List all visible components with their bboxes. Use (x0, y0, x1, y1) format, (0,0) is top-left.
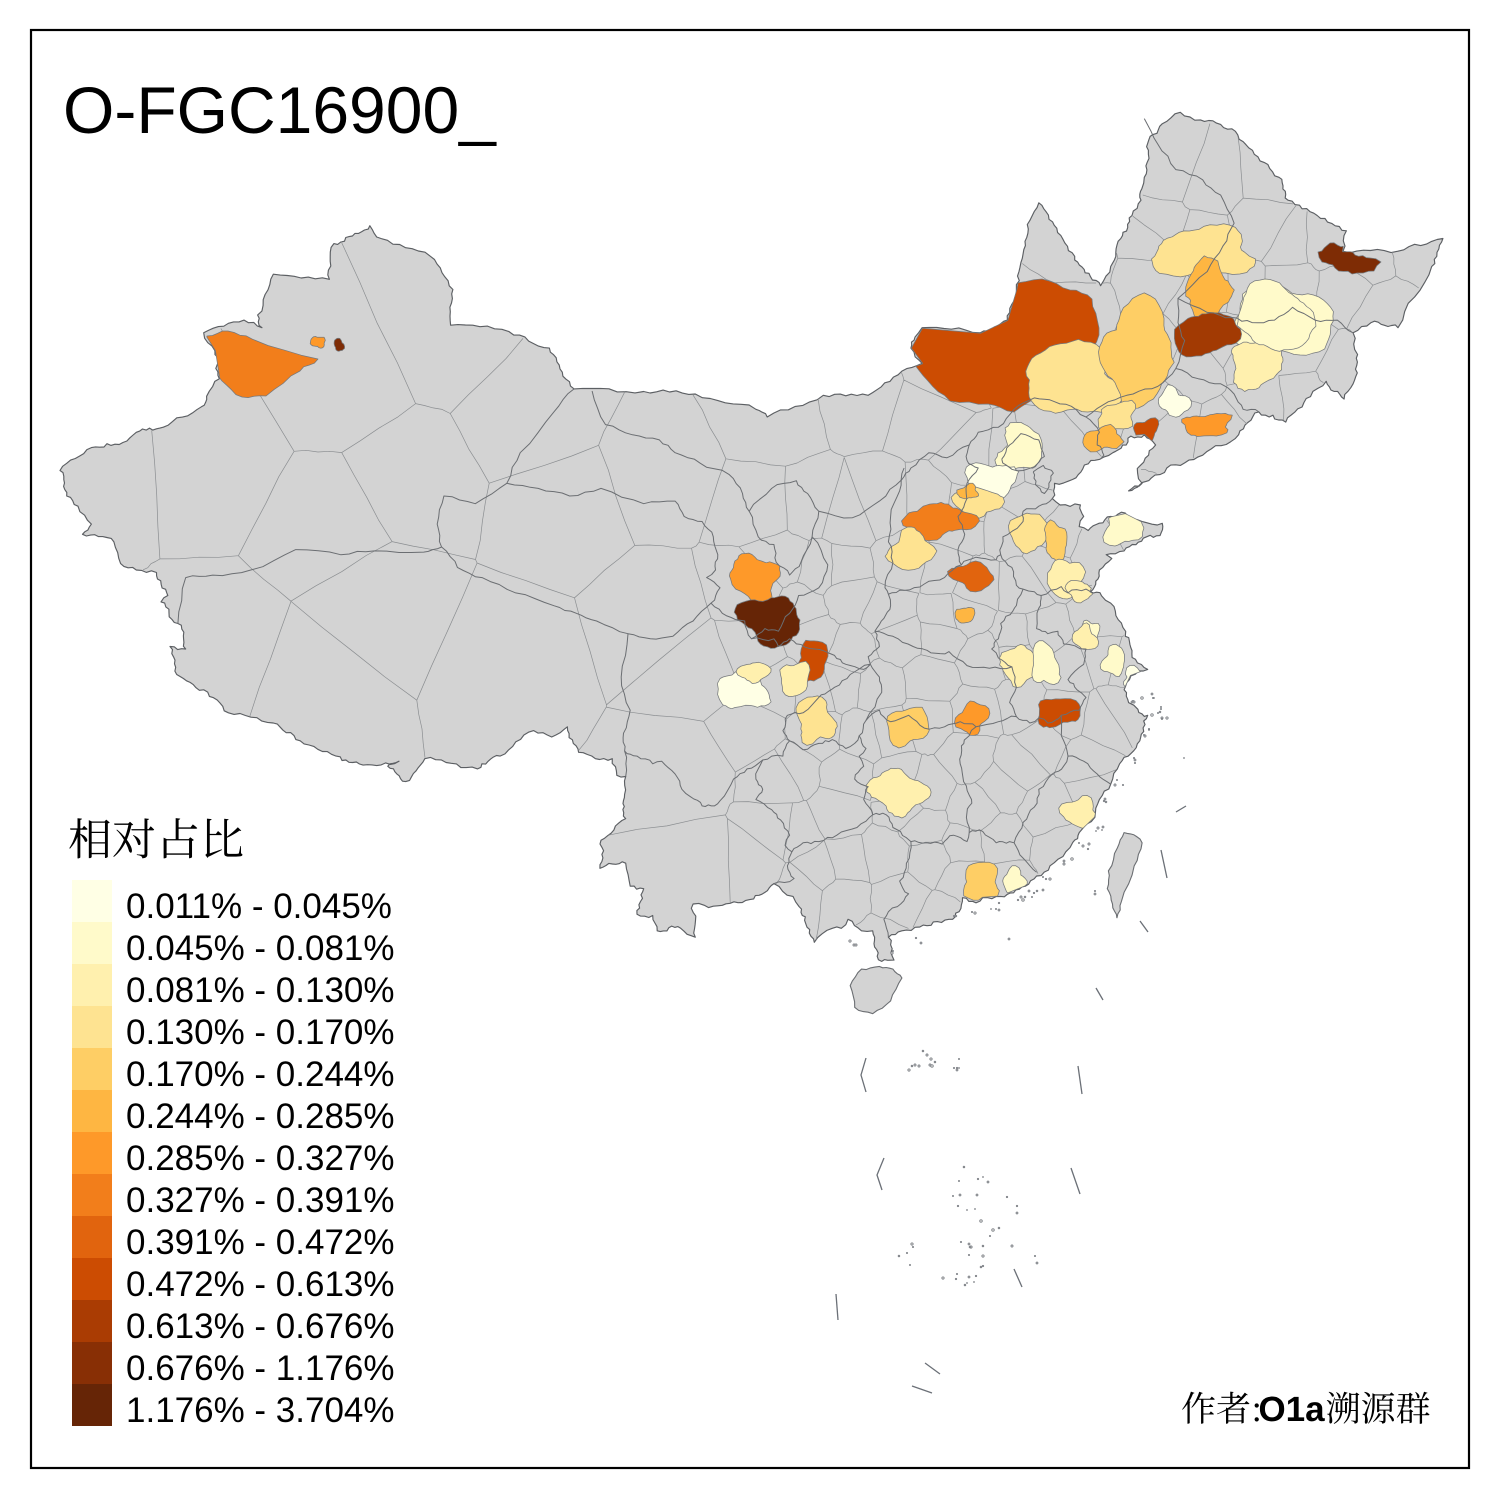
svg-text:0.391% - 0.472%: 0.391% - 0.472% (126, 1223, 395, 1262)
svg-text:0.130% - 0.170%: 0.130% - 0.170% (126, 1013, 395, 1052)
svg-text:0.045% - 0.081%: 0.045% - 0.081% (126, 929, 395, 968)
svg-text:0.011% - 0.045%: 0.011% - 0.045% (126, 887, 392, 926)
svg-text:0.327% - 0.391%: 0.327% - 0.391% (126, 1181, 395, 1220)
svg-text:0.613% - 0.676%: 0.613% - 0.676% (126, 1307, 395, 1346)
svg-text:1.176% - 3.704%: 1.176% - 3.704% (126, 1391, 395, 1430)
svg-text:0.676% - 1.176%: 0.676% - 1.176% (126, 1349, 395, 1388)
svg-text:0.170% - 0.244%: 0.170% - 0.244% (126, 1055, 395, 1094)
svg-text:0.285% - 0.327%: 0.285% - 0.327% (126, 1139, 395, 1178)
svg-text:0.472% - 0.613%: 0.472% - 0.613% (126, 1265, 395, 1304)
svg-text:0.244% - 0.285%: 0.244% - 0.285% (126, 1097, 395, 1136)
svg-text:0.081% - 0.130%: 0.081% - 0.130% (126, 971, 395, 1010)
svg-text:O-FGC16900_: O-FGC16900_ (63, 73, 497, 147)
